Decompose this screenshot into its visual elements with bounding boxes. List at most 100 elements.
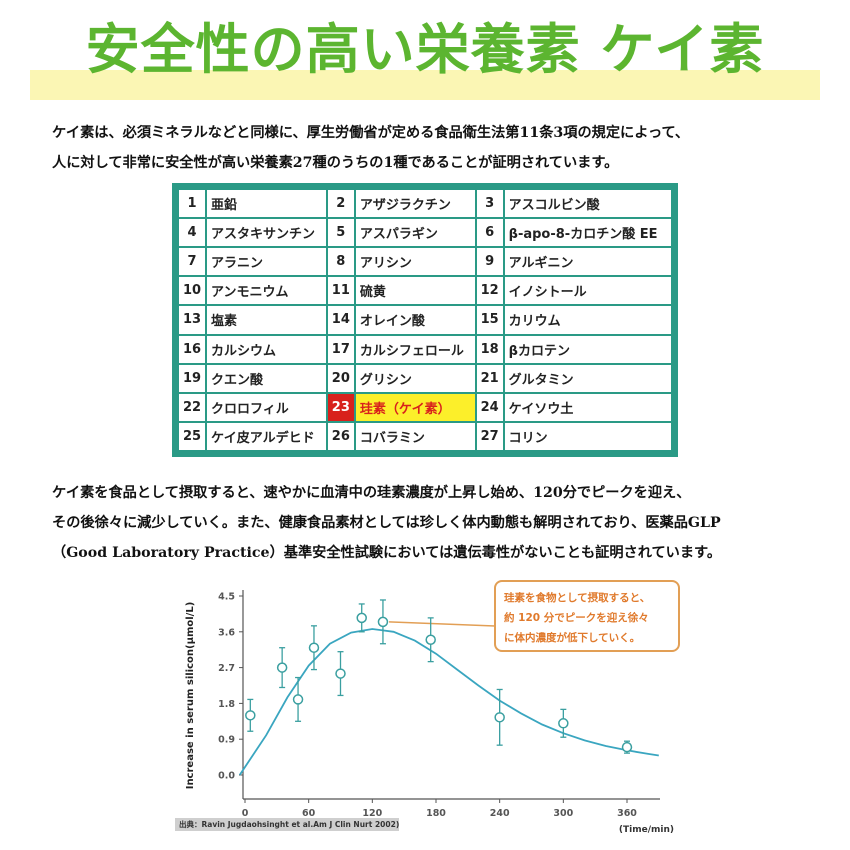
- intro-line-1: ケイ素は、必須ミネラルなどと同様に、厚生労働省が定める食品衛生法第11条3項の規…: [52, 125, 690, 141]
- nutrient-number: 18: [474, 333, 505, 365]
- nutrient-name: クロロフィル: [205, 391, 328, 423]
- nutrient-name: βカロテン: [502, 333, 674, 365]
- title-highlight-band: [30, 70, 820, 100]
- page-title: 安全性の高い栄養素 ケイ素: [85, 17, 765, 81]
- nutrient-name: カルシウム: [205, 333, 328, 365]
- nutrient-name: ケイ皮アルデヒド: [205, 420, 328, 453]
- data-point: [308, 642, 320, 653]
- nutrient-number: 1: [177, 187, 207, 220]
- y-tick-label: 4.5: [218, 592, 235, 603]
- nutrient-number: 12: [474, 275, 505, 307]
- nutrient-table-frame: 1 亜鉛 2 アザジラクチン 3 アスコルビン酸 4 アスタキサンチン 5 アスパラギン 6 β-ap…: [172, 183, 678, 457]
- source-citation: 出典：Ravin Jugdaohsinght et al.Am J Clin N…: [175, 818, 399, 831]
- nutrient-name: ケイソウ土: [502, 391, 674, 423]
- nutrient-name: オレイン酸: [353, 304, 477, 336]
- table-row: 16 カルシウム 17 カルシフェロール 18 βカロテン: [177, 333, 674, 365]
- nutrient-name: アスコルビン酸: [502, 187, 674, 220]
- data-point: [276, 662, 288, 673]
- nutrient-number: 4: [177, 217, 207, 249]
- x-tick-label: 120: [362, 808, 382, 819]
- nutrient-number: 9: [474, 246, 505, 278]
- x-tick-label: 180: [426, 808, 446, 819]
- nutrient-name: クエン酸: [205, 362, 328, 394]
- nutrient-number: 16: [177, 333, 207, 365]
- nutrient-number: 20: [325, 362, 356, 394]
- x-tick-label: 0: [242, 808, 249, 819]
- table-row: 25 ケイ皮アルデヒド 26 コバラミン 27 コリン: [177, 420, 674, 453]
- nutrient-number: 7: [177, 246, 207, 278]
- nutrient-number: 19: [177, 362, 207, 394]
- x-axis-label: (Time/min): [619, 825, 674, 835]
- data-point: [494, 712, 505, 723]
- nutrient-number: 17: [325, 333, 356, 365]
- nutrient-number: 27: [474, 420, 505, 453]
- nutrient-name: アスパラギン: [353, 217, 477, 249]
- nutrient-name: 塩素: [205, 304, 328, 336]
- callout-line-1: 珪素を食物として摂取すると、: [504, 592, 651, 604]
- y-tick-label: 2.7: [218, 663, 235, 674]
- y-tick-label: 1.8: [218, 699, 235, 710]
- body-paragraph: ケイ素を食品として摂取すると、速やかに血清中の珪素濃度が上昇し始め、120分でピ…: [52, 478, 822, 568]
- data-point: [356, 612, 367, 624]
- nutrient-number: 5: [325, 217, 356, 249]
- x-tick-label: 60: [302, 808, 316, 819]
- table-row: 7 アラニン 8 アリシン 9 アルギニン: [177, 246, 674, 278]
- nutrient-number: 23: [325, 391, 356, 423]
- callout-line-2: 約 120 分でピークを迎え徐々: [504, 612, 649, 624]
- nutrient-number: 14: [325, 304, 356, 336]
- table-row: 19 クエン酸 20 グリシン 21 グルタミン: [177, 362, 674, 394]
- nutrient-name: アスタキサンチン: [205, 217, 328, 249]
- data-point: [292, 694, 304, 705]
- body-line-2: その後徐々に減少していく。また、健康食品素材としては珍しく体内動態も解明されてお…: [52, 515, 721, 531]
- nutrient-name: 硫黄: [353, 275, 477, 307]
- table-row: 22 クロロフィル 23 珪素（ケイ素） 24 ケイソウ土: [177, 391, 674, 423]
- data-point: [425, 634, 436, 646]
- data-point: [377, 616, 389, 628]
- nutrient-number: 24: [474, 391, 505, 423]
- nutrient-number: 10: [177, 275, 207, 307]
- y-tick-label: 3.6: [218, 627, 235, 638]
- data-point: [335, 668, 346, 679]
- x-tick-label: 240: [490, 808, 510, 819]
- nutrient-name: アリシン: [353, 246, 477, 278]
- nutrient-name: イノシトール: [502, 275, 674, 307]
- data-point: [245, 710, 256, 721]
- table-row: 4 アスタキサンチン 5 アスパラギン 6 β-apo-8-カロチン酸 EE: [177, 217, 674, 249]
- x-tick-label: 300: [553, 808, 573, 819]
- nutrient-name: アラニン: [205, 246, 328, 278]
- nutrient-name: コバラミン: [353, 420, 477, 453]
- intro-line-2: 人に対して非常に安全性が高い栄養素27種のうちの1種であることが証明されています…: [52, 155, 619, 171]
- nutrient-number: 8: [325, 246, 356, 278]
- nutrient-name: カルシフェロール: [353, 333, 477, 365]
- nutrient-number: 26: [325, 420, 356, 453]
- nutrient-table: 1 亜鉛 2 アザジラクチン 3 アスコルビン酸 4 アスタキサンチン 5 アスパラギン 6 β-ap…: [177, 187, 674, 453]
- nutrient-number: 25: [177, 420, 207, 453]
- table-row: 13 塩素 14 オレイン酸 15 カリウム: [177, 304, 674, 336]
- y-tick-label: 0.9: [218, 735, 235, 746]
- y-tick-label: 0.0: [218, 771, 235, 782]
- nutrient-name: アンモニウム: [205, 275, 328, 307]
- nutrient-name: アルギニン: [502, 246, 674, 278]
- nutrient-name: グルタミン: [502, 362, 674, 394]
- nutrient-number: 11: [325, 275, 356, 307]
- chart-callout: 珪素を食物として摂取すると、 約 120 分でピークを迎え徐々 に体内濃度が低下…: [494, 580, 680, 652]
- nutrient-name: アザジラクチン: [353, 187, 477, 220]
- nutrient-number: 2: [325, 187, 356, 220]
- nutrient-name: 亜鉛: [205, 187, 328, 220]
- nutrient-number: 15: [474, 304, 505, 336]
- nutrient-number: 13: [177, 304, 207, 336]
- nutrient-number: 21: [474, 362, 505, 394]
- nutrient-number: 3: [474, 187, 505, 220]
- intro-paragraph: ケイ素は、必須ミネラルなどと同様に、厚生労働省が定める食品衛生法第11条3項の規…: [52, 118, 822, 178]
- nutrient-name: コリン: [502, 420, 674, 453]
- body-line-1: ケイ素を食品として摂取すると、速やかに血清中の珪素濃度が上昇し始め、120分でピ…: [52, 485, 691, 501]
- body-line-3: （Good Laboratory Practice）基準安全性試験においては遺伝…: [52, 545, 722, 561]
- callout-connector: [388, 621, 496, 627]
- data-point: [621, 741, 633, 753]
- nutrient-name: β-apo-8-カロチン酸 EE: [502, 217, 674, 249]
- y-axis-label: Increase in serum silicon(μmol/L): [185, 602, 196, 790]
- nutrient-number: 6: [474, 217, 505, 249]
- nutrient-name: グリシン: [353, 362, 477, 394]
- callout-line-3: に体内濃度が低下していく。: [504, 632, 641, 644]
- nutrient-name: 珪素（ケイ素）: [353, 391, 477, 423]
